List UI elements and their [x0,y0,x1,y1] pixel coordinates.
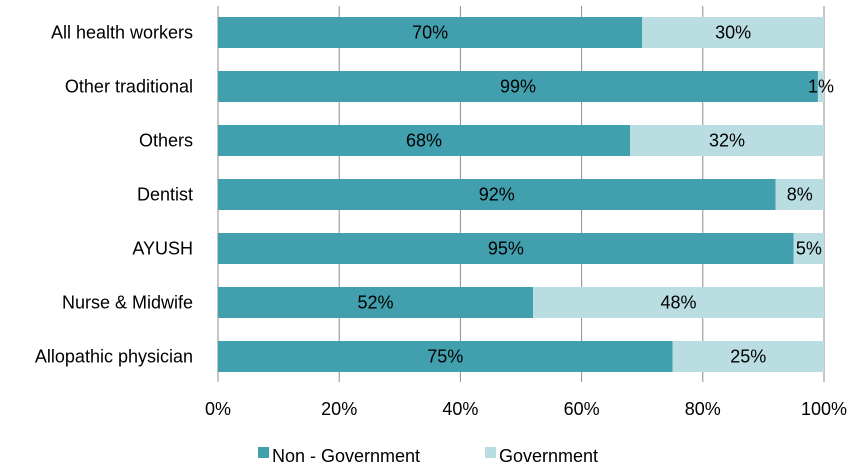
bar-non-government [218,125,631,156]
bar-government [533,287,824,318]
bar-non-government [218,179,776,210]
bars: 70% 30% 99% 1% 68% 32% 92% 8% 95% 5% 52% 48% 75% 25% [218,17,834,372]
legend: Non - Government Government [258,446,598,465]
bar-non-government [218,17,643,48]
bar-government [817,71,824,102]
data-label: 99% [500,77,536,97]
x-tick-label: 0% [205,399,231,419]
data-label: 25% [730,347,766,367]
x-tick-label: 60% [564,399,600,419]
bar-non-government [218,287,534,318]
data-label: 75% [427,347,463,367]
data-label: 30% [715,23,751,43]
category-label: Nurse & Midwife [62,293,193,313]
x-tick-label: 80% [685,399,721,419]
x-tick-label: 20% [321,399,357,419]
x-tick-label: 40% [442,399,478,419]
bar-government [642,17,824,48]
bar-non-government [218,341,673,372]
data-label: 1% [808,77,834,97]
x-tick-label: 100% [801,399,847,419]
bar-government [630,125,824,156]
data-label: 52% [358,293,394,313]
legend-label-government: Government [499,446,598,465]
category-labels: All health workers Other traditional Other… [35,23,193,367]
bar-non-government [218,233,794,264]
category-label: Dentist [137,185,193,205]
legend-swatch-non-government [258,447,269,458]
bar-non-government [218,71,818,102]
data-label: 95% [488,239,524,259]
category-label: Others [139,131,193,151]
category-label: Allopathic physician [35,347,193,367]
data-label: 8% [787,185,813,205]
bar-government [793,233,824,264]
x-axis-ticks: 0% 20% 40% 60% 80% 100% [205,399,847,419]
category-label: All health workers [51,23,193,43]
bar-government [672,341,824,372]
data-label: 48% [661,293,697,313]
category-label: Other traditional [65,77,193,97]
legend-swatch-government [485,447,496,458]
category-label: AYUSH [132,239,193,259]
data-label: 70% [412,23,448,43]
data-label: 92% [479,185,515,205]
bar-government [775,179,824,210]
legend-label-non-government: Non - Government [272,446,420,465]
data-label: 32% [709,131,745,151]
data-label: 5% [796,239,822,259]
data-label: 68% [406,131,442,151]
